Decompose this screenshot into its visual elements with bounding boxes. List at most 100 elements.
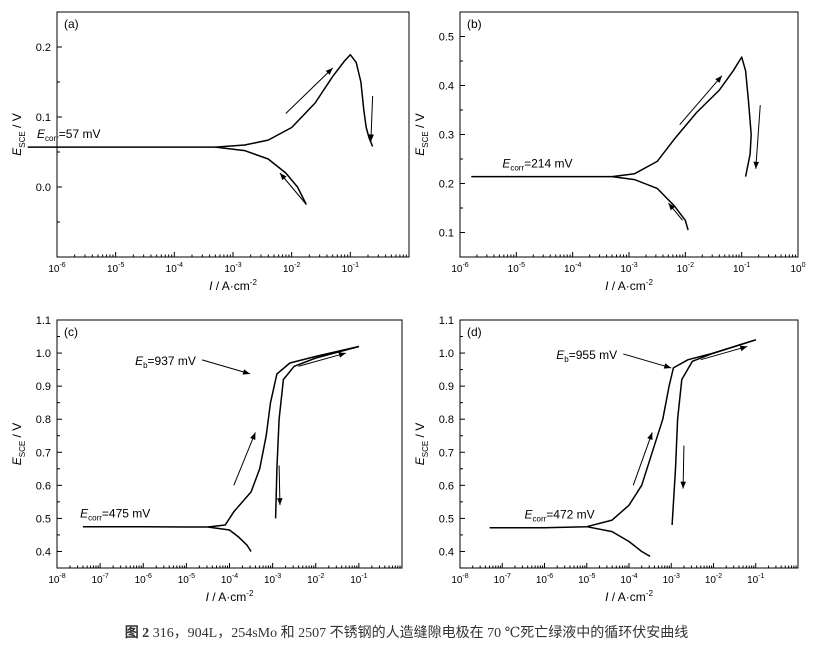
eb-pointer-arrow [623,353,672,369]
panel-label: (d) [467,325,482,339]
scan-direction-arrow [679,75,723,126]
y-tick-label: 0.7 [36,447,51,459]
y-tick-label: 0.5 [439,513,454,525]
figure-caption: 图 2 316，904L，254sMo 和 2507 不锈钢的人造缝隙电极在 7… [0,622,813,642]
x-axis-label: I / A·cm-2 [605,589,653,604]
x-tick-label: 10-4 [564,262,581,275]
scan-direction-arrow [668,202,683,221]
panel-b: 10-6 10-5 10-4 10-3 10-2 10-1 100 0.1 0.2 0.3 0.4 0… [413,11,806,293]
y-tick-label: 0.4 [36,546,51,558]
panel-label: (a) [64,17,79,31]
x-tick-label: 10-4 [620,573,637,586]
scan-direction-arrow [277,465,283,506]
series-cathodic-branch [612,175,689,231]
y-tick-label: 1.0 [439,348,454,360]
x-tick-label: 10-5 [578,573,595,586]
x-tick-label: 10-2 [307,573,324,586]
y-tick-label: 1.0 [36,348,51,360]
series-forward-scan [27,53,374,148]
plot-frame [459,11,799,258]
scan-direction-arrow [368,95,374,142]
y-tick-label: 0.2 [439,179,454,191]
series-forward-scan [489,339,757,529]
series-reverse-scan [274,345,360,519]
scan-direction-arrow [700,345,748,361]
x-tick-label: 10-5 [178,573,195,586]
x-tick-label: 10-8 [451,573,468,586]
x-tick-label: 10-7 [494,573,511,586]
x-tick-label: 10-6 [451,262,468,275]
scan-direction-arrow [298,352,347,367]
x-tick-label: 10-7 [91,573,108,586]
panel-a: 10-6 10-5 10-4 10-3 10-2 10-1 0.0 0.1 0.2 (a) I / … [10,11,410,293]
eb-pointer-arrow [201,359,251,375]
series-reverse-scan [671,339,757,526]
x-tick-label: 10-6 [536,573,553,586]
ecorr-annotation: Ecorr=475 mV [80,507,150,523]
y-tick-label: 0.8 [36,414,51,426]
panel-d: 10-8 10-7 10-6 10-5 10-4 10-3 10-2 10-1 0.4 0.5 0.… [413,315,799,604]
series-forward-scan [471,56,752,178]
y-tick-label: 0.1 [36,112,51,124]
scan-direction-arrow [753,105,761,169]
y-tick-label: 0.8 [439,414,454,426]
ecorr-annotation: Ecorr=472 mV [525,508,595,524]
scan-direction-arrow [285,67,334,114]
x-axis-label: I / A·cm-2 [206,589,254,604]
y-tick-label: 0.9 [36,381,51,393]
y-tick-label: 0.2 [36,42,51,54]
x-tick-label: 10-3 [224,262,241,275]
y-tick-label: 0.6 [36,480,51,492]
y-tick-label: 0.4 [439,546,454,558]
plot-frame [56,11,410,258]
y-tick-label: 0.4 [439,81,454,93]
series-cathodic-branch [207,526,252,552]
scan-direction-arrow [680,445,687,489]
ecorr-annotation: Ecorr=57 mV [37,127,101,143]
x-tick-label: 10-4 [221,573,238,586]
x-tick-label: 10-4 [166,262,183,275]
x-axis-label: I / A·cm-2 [605,278,653,293]
scan-direction-arrow [279,172,307,205]
y-tick-label: 1.1 [36,315,51,327]
panel-label: (b) [467,17,482,31]
y-tick-label: 0.5 [439,32,454,44]
x-tick-label: 10-1 [733,262,750,275]
x-tick-label: 10-3 [620,262,637,275]
series-cathodic-branch [586,525,651,558]
x-tick-label: 10-1 [342,262,359,275]
y-tick-label: 0.9 [439,381,454,393]
y-tick-label: 0.1 [439,228,454,240]
x-tick-label: 10-2 [283,262,300,275]
x-tick-label: 10-3 [264,573,281,586]
x-tick-label: 10-1 [747,573,764,586]
x-tick-label: 10-1 [350,573,367,586]
y-axis-label: ESCE / V [413,113,430,155]
x-tick-label: 10-2 [705,573,722,586]
y-tick-label: 0.3 [439,130,454,142]
x-tick-label: 10-6 [135,573,152,586]
x-tick-label: 100 [790,262,805,275]
series-cathodic-branch [215,146,307,205]
plot-frame [459,319,799,569]
y-axis-label: ESCE / V [10,423,27,465]
y-tick-label: 0.7 [439,447,454,459]
series-forward-scan [82,345,360,528]
eb-annotation: Eb=955 mV [556,348,617,364]
x-tick-label: 10-2 [677,262,694,275]
ecorr-annotation: Ecorr=214 mV [502,157,572,173]
scan-direction-arrow [632,432,653,486]
caption-label: 图 2 [124,626,150,641]
x-tick-label: 10-3 [663,573,680,586]
caption-text: 316，904L，254sMo 和 2507 不锈钢的人造缝隙电极在 70 ℃死… [152,626,689,641]
panel-label: (c) [64,325,78,339]
y-tick-label: 0.6 [439,480,454,492]
x-tick-label: 10-6 [48,262,65,275]
y-axis-label: ESCE / V [413,423,430,465]
x-axis-label: I / A·cm-2 [209,278,257,293]
y-tick-label: 1.1 [439,315,454,327]
eb-annotation: Eb=937 mV [135,354,196,370]
y-axis-label: ESCE / V [10,113,27,155]
y-tick-label: 0.0 [36,182,51,194]
